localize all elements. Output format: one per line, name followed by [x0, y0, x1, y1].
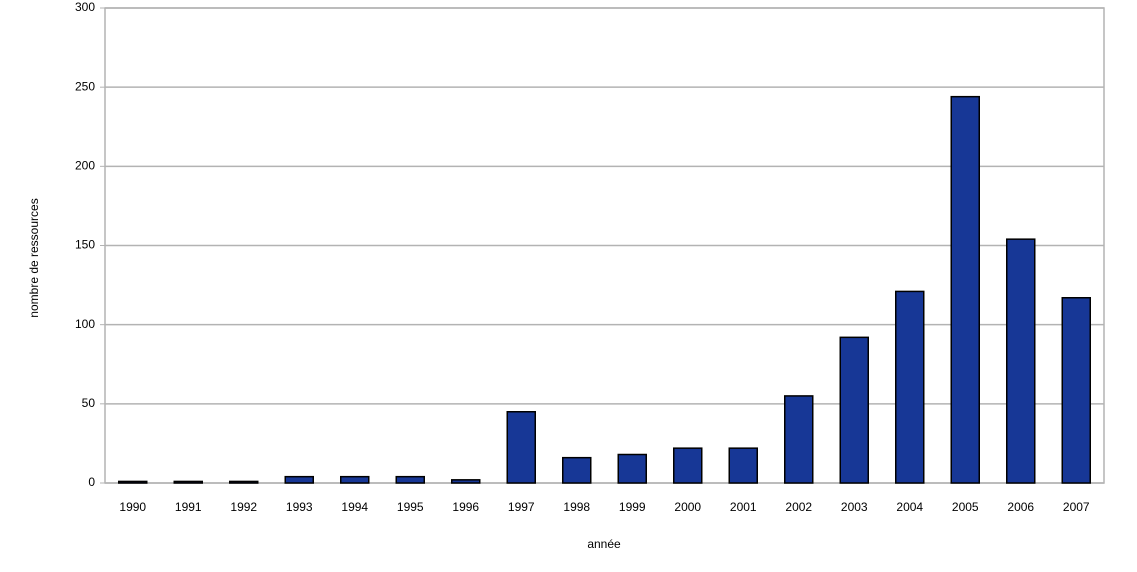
bar — [839, 336, 869, 484]
x-tick-label: 2000 — [674, 500, 701, 514]
x-tick-label: 2003 — [841, 500, 868, 514]
x-tick-label: 1996 — [452, 500, 479, 514]
x-tick-label: 1990 — [119, 500, 146, 514]
y-axis-label: nombre de ressources — [27, 198, 41, 317]
bar — [562, 456, 592, 484]
bar — [617, 453, 647, 484]
bar — [1006, 238, 1036, 484]
y-tick-label: 0 — [88, 475, 95, 489]
x-tick-label: 1999 — [619, 500, 646, 514]
x-tick-label: 1997 — [508, 500, 535, 514]
x-tick-label: 1992 — [230, 500, 257, 514]
y-tick-label: 150 — [75, 238, 95, 252]
x-tick-label: 1995 — [397, 500, 424, 514]
x-tick-label: 2002 — [785, 500, 812, 514]
bar — [895, 290, 925, 484]
bar — [950, 95, 980, 484]
x-tick-label: 1991 — [175, 500, 202, 514]
bar — [728, 447, 758, 484]
bar — [506, 411, 536, 484]
bar — [451, 479, 481, 484]
y-tick-label: 200 — [75, 159, 95, 173]
bar — [173, 480, 203, 484]
y-tick-label: 50 — [82, 396, 96, 410]
x-tick-label: 2004 — [896, 500, 923, 514]
x-tick-label: 2001 — [730, 500, 757, 514]
bar — [284, 475, 314, 484]
x-tick-label: 1993 — [286, 500, 313, 514]
bar — [1061, 297, 1091, 484]
bar — [340, 475, 370, 484]
x-tick-label: 2006 — [1007, 500, 1034, 514]
x-tick-label: 1998 — [563, 500, 590, 514]
bar — [118, 480, 148, 484]
x-tick-label: 1994 — [341, 500, 368, 514]
x-axis-label: année — [587, 537, 621, 551]
bar — [229, 480, 259, 484]
y-tick-label: 100 — [75, 317, 95, 331]
bar — [673, 447, 703, 484]
y-tick-label: 300 — [75, 0, 95, 14]
y-tick-label: 250 — [75, 79, 95, 93]
bar — [784, 395, 814, 484]
x-tick-label: 2005 — [952, 500, 979, 514]
bar — [395, 475, 425, 484]
x-tick-label: 2007 — [1063, 500, 1090, 514]
